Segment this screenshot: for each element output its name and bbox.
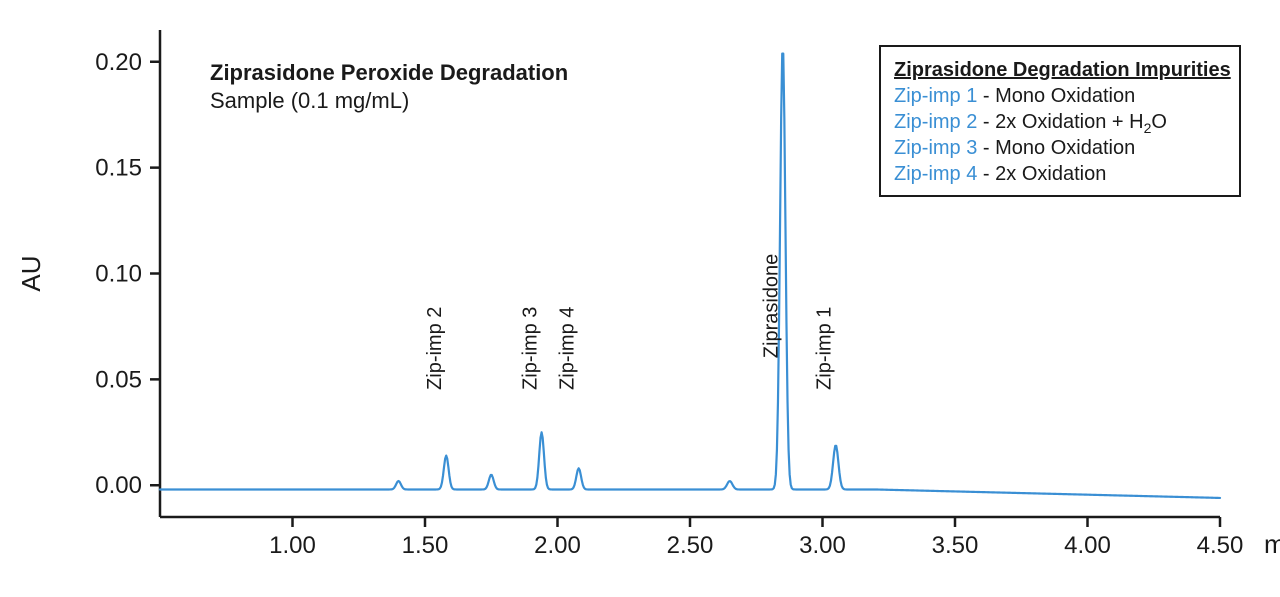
legend-desc: Mono Oxidation: [995, 85, 1135, 107]
legend-key: Zip-imp 1: [894, 85, 977, 107]
legend: Ziprasidone Degradation Impurities Zip-im…: [880, 46, 1240, 196]
legend-key: Zip-imp 4: [894, 163, 977, 185]
x-tick-label: 3.00: [799, 532, 846, 559]
legend-key: Zip-imp 3: [894, 137, 977, 159]
y-tick-label: 0.00: [95, 472, 142, 499]
x-tick-label: 2.00: [534, 532, 581, 559]
y-tick-label: 0.15: [95, 155, 142, 182]
x-tick-label: 1.00: [269, 532, 316, 559]
y-tick-label: 0.20: [95, 49, 142, 76]
peak-label: Zip-imp 4: [557, 307, 579, 390]
legend-item: Zip-imp 4 - 2x Oxidation: [894, 163, 1106, 185]
peak-label: Zip-imp 1: [814, 307, 836, 390]
x-axis-label: min: [1264, 529, 1280, 559]
legend-title: Ziprasidone Degradation Impurities: [894, 59, 1231, 81]
legend-key: Zip-imp 2: [894, 111, 977, 133]
y-tick-label: 0.10: [95, 261, 142, 288]
x-tick-label: 4.00: [1064, 532, 1111, 559]
legend-desc: 2x Oxidation: [995, 163, 1106, 185]
x-tick-label: 4.50: [1197, 532, 1244, 559]
legend-desc: 2x Oxidation + H2O: [995, 111, 1167, 136]
y-tick-label: 0.05: [95, 366, 142, 393]
x-tick-label: 2.50: [667, 532, 714, 559]
peak-label: Zip-imp 2: [424, 307, 446, 390]
chart-subtitle: Sample (0.1 mg/mL): [210, 88, 409, 113]
chart-title: Ziprasidone Peroxide Degradation: [210, 60, 568, 85]
y-axis-label: AU: [16, 255, 46, 291]
peak-label: Zip-imp 3: [520, 307, 542, 390]
chromatogram-chart: 0.00 0.05 0.10 0.15 0.20 1.00 1.50 2.00 2.50 3.00…: [0, 0, 1280, 597]
legend-item: Zip-imp 2 - 2x Oxidation + H2O: [894, 111, 1167, 136]
peak-label: Ziprasidone: [761, 254, 783, 359]
legend-desc: Mono Oxidation: [995, 137, 1135, 159]
x-tick-label: 3.50: [932, 532, 979, 559]
legend-item: Zip-imp 1 - Mono Oxidation: [894, 85, 1135, 107]
chromatogram-svg: 0.00 0.05 0.10 0.15 0.20 1.00 1.50 2.00 2.50 3.00…: [0, 0, 1280, 597]
legend-item: Zip-imp 3 - Mono Oxidation: [894, 137, 1135, 159]
x-tick-label: 1.50: [402, 532, 449, 559]
